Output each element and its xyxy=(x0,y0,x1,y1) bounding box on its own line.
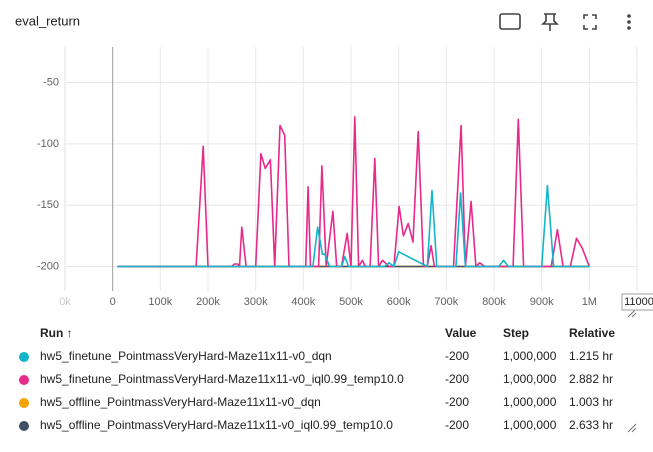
x-range-box xyxy=(621,293,653,311)
x-tick-label: 0 xyxy=(110,296,116,308)
run-relative: 2.882 hr xyxy=(569,372,613,386)
run-relative: 1.215 hr xyxy=(569,349,613,363)
run-value: -200 xyxy=(445,395,469,409)
run-value: -200 xyxy=(445,372,469,386)
x-tick-label: 900k xyxy=(530,296,554,308)
legend-entry: hw5_finetune_PointmassVeryHard-Maze11x11… xyxy=(40,349,332,363)
legend-entry: hw5_offline_PointmassVeryHard-Maze11x11-… xyxy=(40,395,321,409)
x-tick-label: 800k xyxy=(482,296,506,308)
legend-swatch xyxy=(19,352,29,362)
series-line xyxy=(117,184,590,268)
x-tick-label: 700k xyxy=(434,296,458,308)
y-tick-label: -50 xyxy=(43,76,59,88)
menu-button[interactable] xyxy=(627,14,631,30)
table-header: Step xyxy=(503,326,529,340)
table-header: Value xyxy=(445,326,477,340)
x-tick-label: 11000 xyxy=(624,296,653,308)
legend-entry: hw5_offline_PointmassVeryHard-Maze11x11-… xyxy=(40,418,393,432)
y-tick-label: -100 xyxy=(37,138,59,150)
x-tick-label: 1M xyxy=(582,296,597,308)
resize-handle xyxy=(627,423,637,433)
y-tick-label: -200 xyxy=(37,260,59,272)
x-tick-label: 100k xyxy=(148,296,172,308)
run-value: -200 xyxy=(445,349,469,363)
run-step: 1,000,000 xyxy=(503,372,557,386)
y-tick-label: -150 xyxy=(37,199,59,211)
run-relative: 1.003 hr xyxy=(569,395,613,409)
x-tick-label: 400k xyxy=(291,296,315,308)
legend-entry: hw5_finetune_PointmassVeryHard-Maze11x11… xyxy=(40,372,404,386)
series-line xyxy=(117,116,591,268)
fit-button[interactable] xyxy=(499,13,521,30)
x-tick-label: 500k xyxy=(339,296,363,308)
run-step: 1,000,000 xyxy=(503,395,557,409)
x-tick-label: 300k xyxy=(244,296,268,308)
table-header: Relative xyxy=(569,326,615,340)
toolbar xyxy=(499,13,631,31)
table-header: Run ↑ xyxy=(40,326,73,340)
legend-swatch xyxy=(19,421,29,431)
legend-swatch xyxy=(19,375,29,385)
run-value: -200 xyxy=(445,418,469,432)
run-relative: 2.633 hr xyxy=(569,418,613,432)
chart-title: eval_return xyxy=(15,13,80,28)
pin-button[interactable] xyxy=(541,13,559,31)
x-tick-label: 600k xyxy=(387,296,411,308)
x-tick-label: 200k xyxy=(196,296,220,308)
fullscreen-button[interactable] xyxy=(583,14,597,30)
run-step: 1,000,000 xyxy=(503,349,557,363)
run-step: 1,000,000 xyxy=(503,418,557,432)
x-tick-label: 0k xyxy=(59,296,71,308)
legend-swatch xyxy=(19,398,29,408)
